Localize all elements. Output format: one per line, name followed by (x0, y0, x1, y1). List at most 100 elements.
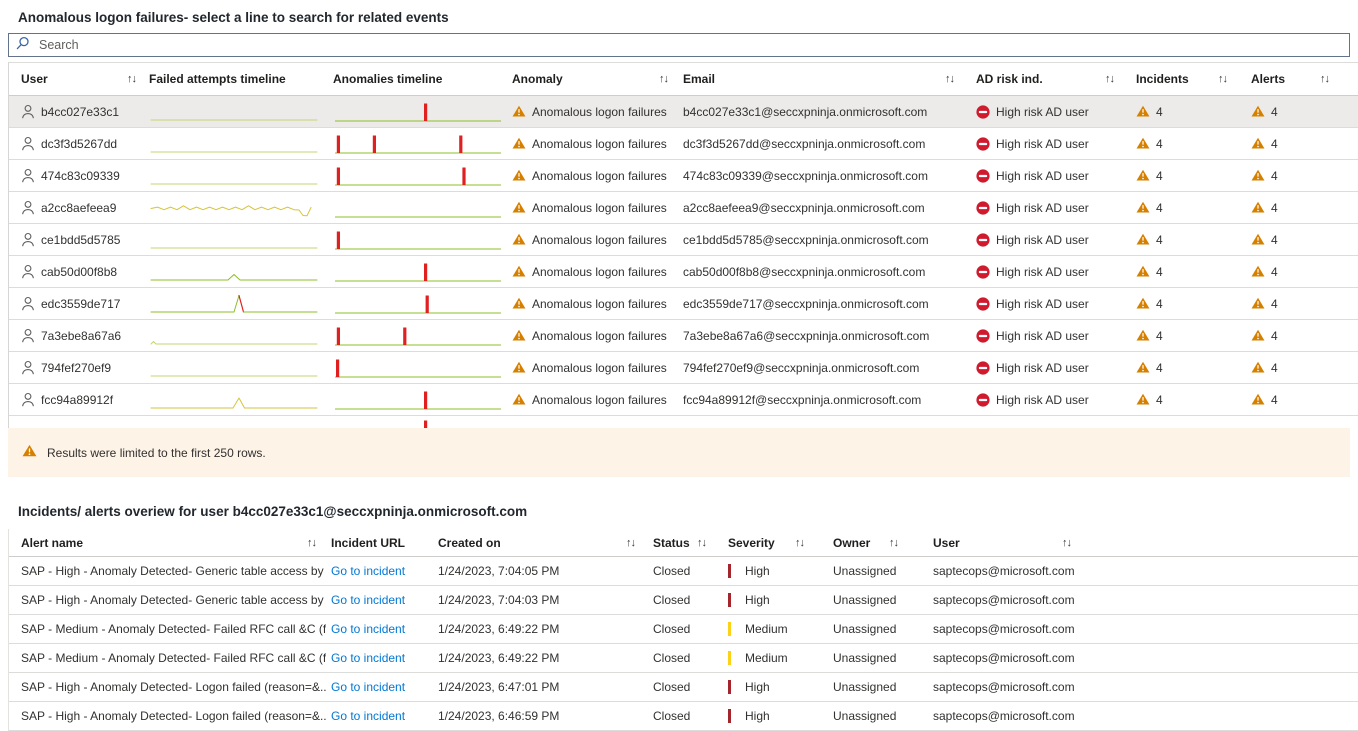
email-cell: 474c83c09339@seccxpninja.onmicrosoft.com (676, 169, 966, 183)
incident-link[interactable]: Go to incident (331, 680, 406, 694)
alerts-cell: 4 (1241, 361, 1358, 375)
incidents-count: 4 (1156, 264, 1163, 279)
ad-risk-cell: High risk AD user (966, 265, 1126, 279)
table-row[interactable]: cab50d00f8b8 Anomalous logon failures cab5… (9, 256, 1358, 288)
alerts-cell: 4 (1241, 265, 1358, 279)
column-header-status[interactable]: Status ↑↓ (646, 536, 716, 550)
search-input[interactable] (37, 37, 1342, 53)
ad-risk-label: High risk AD user (996, 360, 1089, 375)
ad-risk-cell: High risk AD user (966, 361, 1126, 375)
incidents-count: 4 (1156, 360, 1163, 375)
column-header-incidents[interactable]: Incidents ↑↓ (1126, 72, 1241, 86)
incident-link[interactable]: Go to incident (331, 651, 406, 665)
ad-risk-cell: High risk AD user (966, 169, 1126, 183)
incident-link[interactable]: Go to incident (331, 593, 406, 607)
anomalies-timeline-cell (331, 259, 509, 285)
blocked-circle-icon (976, 104, 990, 119)
column-header-email[interactable]: Email ↑↓ (676, 72, 966, 86)
table-row[interactable]: a2cc8aefeea9 Anomalous logon failures a2cc… (9, 192, 1358, 224)
incident-link[interactable]: Go to incident (331, 622, 406, 636)
email-text: a2cc8aefeea9@seccxpninja.onmicrosoft.com (683, 200, 925, 215)
anomalies-timeline-cell (331, 387, 509, 413)
table-row[interactable]: fcc94a89912f Anomalous logon failures fcc9… (9, 384, 1358, 416)
person-icon (22, 104, 34, 119)
status-cell: Closed (646, 622, 716, 636)
incidents-cell: 4 (1126, 297, 1241, 311)
email-text: b4cc027e33c1@seccxpninja.onmicrosoft.com (683, 104, 928, 119)
created-on-cell: 1/24/2023, 6:49:22 PM (436, 622, 646, 636)
table-row[interactable]: b4cc027e33c1 Anomalous logon failures b4cc… (9, 96, 1358, 128)
email-text: dc3f3d5267dd@seccxpninja.onmicrosoft.com (683, 136, 926, 151)
warning-triangle-icon (1251, 106, 1265, 117)
user-cell: 7a3ebe8a67a6 (9, 328, 146, 343)
column-header-alerts[interactable]: Alerts ↑↓ (1241, 72, 1358, 86)
owner-text: Unassigned (833, 564, 897, 578)
column-header-owner[interactable]: Owner ↑↓ (819, 536, 911, 550)
sort-icon[interactable]: ↑↓ (626, 536, 636, 549)
warning-triangle-icon (512, 266, 526, 277)
sort-icon[interactable]: ↑↓ (1105, 73, 1115, 85)
warning-triangle-icon (22, 445, 37, 457)
table-row[interactable]: 7a3ebe8a67a6 Anomalous logon failures 7a3e… (9, 320, 1358, 352)
created-on: 1/24/2023, 6:49:22 PM (438, 651, 560, 665)
failed-attempts-timeline-cell (146, 99, 331, 125)
sort-icon[interactable]: ↑↓ (889, 536, 899, 549)
table-row[interactable]: dc3f3d5267dd Anomalous logon failures dc3f… (9, 128, 1358, 160)
anomalies-timeline-cell (331, 99, 509, 125)
table-row[interactable]: 474c83c09339 Anomalous logon failures 474c… (9, 160, 1358, 192)
severity-label: Medium (745, 651, 788, 665)
sort-icon[interactable]: ↑↓ (795, 536, 805, 549)
sort-icon[interactable]: ↑↓ (945, 73, 955, 85)
column-header-alert-name[interactable]: Alert name ↑↓ (9, 536, 326, 550)
email-cell: b4cc027e33c1@seccxpninja.onmicrosoft.com (676, 105, 966, 119)
user-email: saptecops@microsoft.com (933, 564, 1075, 578)
created-on-cell: 1/24/2023, 7:04:03 PM (436, 593, 646, 607)
column-header-severity[interactable]: Severity ↑↓ (716, 536, 819, 550)
sort-icon[interactable]: ↑↓ (1062, 536, 1072, 549)
anomalies-sparkline (335, 391, 501, 410)
user-id: cab50d00f8b8 (41, 264, 118, 279)
warning-triangle-icon (512, 138, 526, 149)
anomaly-label: Anomalous logon failures (532, 328, 667, 343)
column-header-user[interactable]: User ↑↓ (911, 536, 1106, 550)
anomaly-cell: Anomalous logon failures (509, 265, 676, 279)
status-cell: Closed (646, 709, 716, 723)
incidents-count: 4 (1156, 328, 1163, 343)
table-row[interactable]: ce1bdd5d5785 Anomalous logon failures ce1b… (9, 224, 1358, 256)
sort-icon[interactable]: ↑↓ (1320, 73, 1330, 85)
user-email: saptecops@microsoft.com (933, 593, 1075, 607)
table-row[interactable]: 794fef270ef9 Anomalous logon failures 794f… (9, 352, 1358, 384)
owner-cell: Unassigned (819, 564, 911, 578)
user-email: saptecops@microsoft.com (933, 622, 1075, 636)
column-header-user[interactable]: User ↑↓ (9, 72, 146, 86)
sort-icon[interactable]: ↑↓ (1218, 73, 1228, 85)
table-row[interactable]: edc3559de717 Anomalous logon failures edc3… (9, 288, 1358, 320)
user-id: dc3f3d5267dd (41, 136, 118, 151)
sort-icon[interactable]: ↑↓ (307, 536, 317, 549)
column-header-created-on[interactable]: Created on ↑↓ (436, 536, 646, 550)
anomaly-label: Anomalous logon failures (532, 232, 667, 247)
incident-link[interactable]: Go to incident (331, 709, 406, 723)
warning-triangle-icon (1251, 266, 1265, 277)
severity-cell: Medium (716, 622, 819, 636)
severity-label: High (745, 680, 770, 694)
column-header-ad-risk-ind[interactable]: AD risk ind. ↑↓ (966, 72, 1126, 86)
anomaly-label: Anomalous logon failures (532, 392, 667, 407)
sort-icon[interactable]: ↑↓ (127, 73, 137, 85)
ad-risk-label: High risk AD user (996, 168, 1089, 183)
failed-attempts-sparkline (150, 119, 318, 120)
incidents-count: 4 (1156, 392, 1163, 407)
warning-triangle-icon (512, 202, 526, 213)
table-row-clipped[interactable] (9, 416, 1358, 428)
section1-title: Anomalous logon failures- select a line … (18, 10, 449, 25)
incident-link[interactable]: Go to incident (331, 564, 406, 578)
sort-icon[interactable]: ↑↓ (659, 73, 669, 85)
alert-name: SAP - High - Anomaly Detected- Generic t… (21, 593, 326, 607)
alerts-count: 4 (1271, 360, 1278, 375)
column-header-failed-attempts-timeline: Failed attempts timeline (146, 72, 331, 86)
alerts-count: 4 (1271, 264, 1278, 279)
sort-icon[interactable]: ↑↓ (697, 536, 707, 549)
column-header-anomaly[interactable]: Anomaly ↑↓ (509, 72, 676, 86)
column-header-anomalies-timeline: Anomalies timeline (331, 72, 509, 86)
table-row: SAP - High - Anomaly Detected- Generic t… (9, 586, 1358, 615)
